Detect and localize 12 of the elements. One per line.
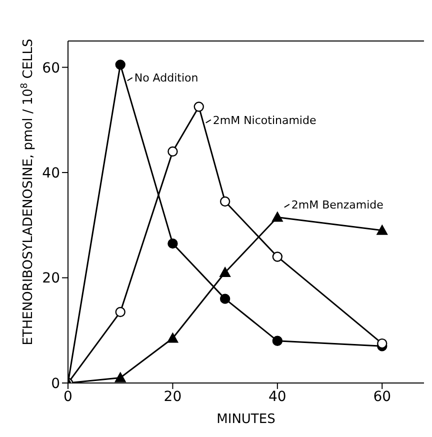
y-tick-label: 60 xyxy=(42,60,60,76)
legend-label: 2mM Nicotinamide xyxy=(212,114,316,127)
x-tick-label: 20 xyxy=(164,388,182,405)
legend-label: 2mM Benzamide xyxy=(291,198,384,212)
y-tick-label: 40 xyxy=(42,166,60,182)
x-axis-title: MINUTES xyxy=(216,412,276,427)
y-tick-label: 20 xyxy=(42,270,60,287)
x-tick-label: 0 xyxy=(64,388,72,405)
legend-label: No Addition xyxy=(134,72,198,85)
x-tick-label: 60 xyxy=(373,388,392,405)
x-tick-label: 40 xyxy=(268,388,286,405)
y-tick-label: 0 xyxy=(51,376,60,392)
